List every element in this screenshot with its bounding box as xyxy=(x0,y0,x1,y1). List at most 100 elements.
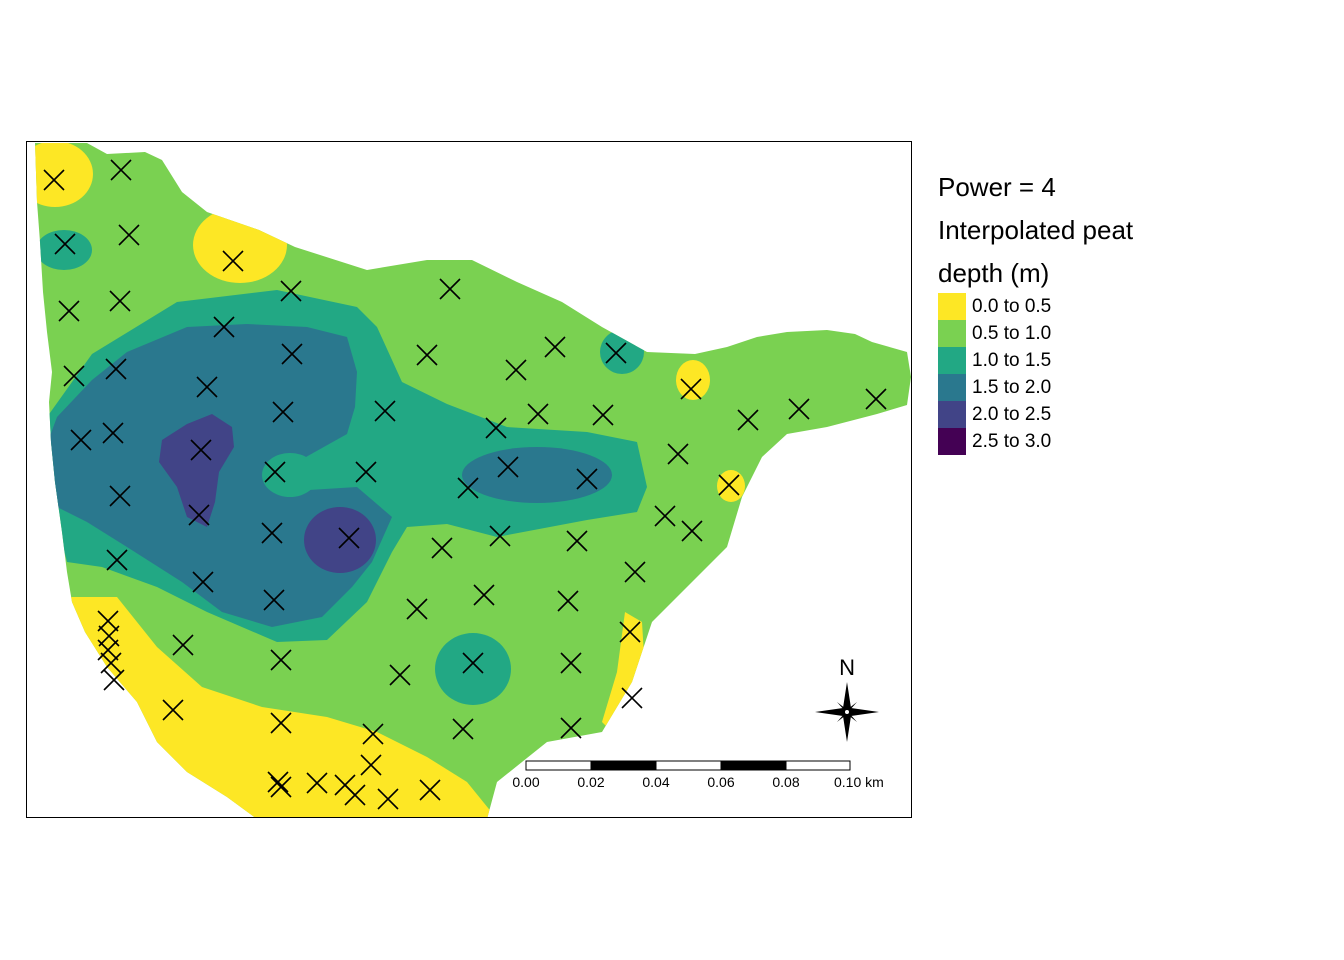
sample-point-marker xyxy=(281,343,303,365)
sample-point-marker xyxy=(306,772,328,794)
sample-point-marker xyxy=(605,342,627,364)
sample-point-marker xyxy=(267,771,289,793)
sample-point-marker xyxy=(865,388,887,410)
legend-label: 1.5 to 2.0 xyxy=(972,376,1052,398)
legend-item: 2.0 to 2.5 xyxy=(938,401,1051,428)
sample-point-marker xyxy=(270,712,292,734)
legend-label: 0.0 to 0.5 xyxy=(972,295,1052,317)
depth-zone-0-0-to-0-5 xyxy=(676,360,710,400)
sample-point-marker xyxy=(457,477,479,499)
sample-point-marker xyxy=(54,233,76,255)
legend-item: 1.5 to 2.0 xyxy=(938,374,1051,401)
legend-item: 0.0 to 0.5 xyxy=(938,293,1051,320)
sample-point-marker xyxy=(103,669,125,691)
sample-point-marker xyxy=(362,723,384,745)
sample-point-marker xyxy=(272,401,294,423)
sample-point-marker xyxy=(419,779,441,801)
sample-point-marker xyxy=(788,398,810,420)
legend-item: 2.5 to 3.0 xyxy=(938,428,1051,455)
sample-point-marker xyxy=(566,530,588,552)
sample-point-marker xyxy=(576,468,598,490)
sample-point-marker xyxy=(377,788,399,810)
legend-title-units: depth (m) xyxy=(938,258,1050,288)
legend-items: 0.0 to 0.5 0.5 to 1.0 1.0 to 1.5 1.5 to 2.0… xyxy=(938,293,1138,463)
sample-point-marker xyxy=(654,505,676,527)
legend: Power = 4 Interpolated peat depth (m) 0.… xyxy=(938,166,1134,455)
sample-point-marker xyxy=(109,290,131,312)
sample-point-marker xyxy=(360,754,382,776)
sample-point-marker xyxy=(624,561,646,583)
sample-point-marker xyxy=(344,784,366,806)
legend-swatch xyxy=(938,347,966,374)
sample-point-marker xyxy=(222,250,244,272)
sample-point-marker xyxy=(280,280,302,302)
sample-point-marker xyxy=(58,300,80,322)
depth-zone-2-0-to-2-5 xyxy=(159,414,234,527)
sample-point-marker xyxy=(560,717,582,739)
interpolated-surface xyxy=(35,143,911,817)
sample-point-marker xyxy=(681,520,703,542)
sample-point-marker xyxy=(374,400,396,422)
legend-swatch xyxy=(938,428,966,455)
legend-swatch xyxy=(938,320,966,347)
sample-point-marker xyxy=(462,652,484,674)
north-arrow-icon: N xyxy=(815,655,879,742)
sample-point-marker xyxy=(43,169,65,191)
sample-point-marker xyxy=(97,639,119,661)
sample-point-marker xyxy=(473,584,495,606)
sample-point-marker xyxy=(188,504,210,526)
sample-point-marker xyxy=(667,443,689,465)
sample-point-marker xyxy=(406,598,428,620)
depth-zone-1-0-to-1-5 xyxy=(36,230,92,270)
depth-zone-1-0-to-1-5 xyxy=(262,453,318,497)
map-panel[interactable]: 0.00 0.02 0.04 0.06 0.08 0.10 km N xyxy=(26,141,912,818)
depth-zone-2-0-to-2-5 xyxy=(304,507,376,573)
sample-point-marker xyxy=(105,358,127,380)
legend-label: 0.5 to 1.0 xyxy=(972,322,1052,344)
sample-point-marker xyxy=(592,404,614,426)
sample-point-marker xyxy=(497,456,519,478)
scale-label-1: 0.02 xyxy=(577,774,604,790)
sample-point-marker xyxy=(416,344,438,366)
sample-point-marker xyxy=(109,485,131,507)
sample-point-marker xyxy=(718,474,740,496)
legend-title-variable: Interpolated peat xyxy=(938,215,1134,245)
peat-depth-map[interactable]: 0.00 0.02 0.04 0.06 0.08 0.10 km N xyxy=(27,142,912,818)
depth-zone-1-5-to-2-0 xyxy=(462,447,612,503)
scale-label-2: 0.04 xyxy=(642,774,669,790)
sample-point-marker xyxy=(680,378,702,400)
sample-point-marker xyxy=(485,417,507,439)
depth-zone-1-5-to-2-0 xyxy=(47,324,392,627)
sample-point-marker xyxy=(619,621,641,643)
legend-item: 0.5 to 1.0 xyxy=(938,320,1051,347)
depth-zone-1-0-to-1-5 xyxy=(600,330,644,374)
sample-point-marker xyxy=(118,224,140,246)
legend-label: 2.0 to 2.5 xyxy=(972,403,1052,425)
sample-point-marker xyxy=(261,522,283,544)
scale-label-5: 0.10 km xyxy=(834,774,884,790)
sample-points xyxy=(43,159,887,810)
sample-point-marker xyxy=(264,461,286,483)
sample-point-marker xyxy=(106,549,128,571)
depth-zone-1-0-to-1-5 xyxy=(435,633,511,705)
sample-point-marker xyxy=(110,159,132,181)
sample-point-marker xyxy=(489,525,511,547)
legend-item: 1.0 to 1.5 xyxy=(938,347,1051,374)
depth-zone-0-0-to-0-5 xyxy=(193,207,287,283)
sample-point-marker xyxy=(63,365,85,387)
sample-point-marker xyxy=(192,571,214,593)
legend-swatch xyxy=(938,401,966,428)
sample-point-marker xyxy=(102,422,124,444)
legend-label: 1.0 to 1.5 xyxy=(972,349,1052,371)
sample-point-marker xyxy=(389,664,411,686)
sample-point-marker xyxy=(338,527,360,549)
sample-point-marker xyxy=(270,776,292,798)
sample-point-marker xyxy=(621,687,643,709)
sample-point-marker xyxy=(196,376,218,398)
scale-label-4: 0.08 xyxy=(772,774,799,790)
legend-swatch xyxy=(938,374,966,401)
scale-label-3: 0.06 xyxy=(707,774,734,790)
scale-label-0: 0.00 xyxy=(512,774,539,790)
legend-label: 2.5 to 3.0 xyxy=(972,430,1052,452)
sample-point-marker xyxy=(505,359,527,381)
